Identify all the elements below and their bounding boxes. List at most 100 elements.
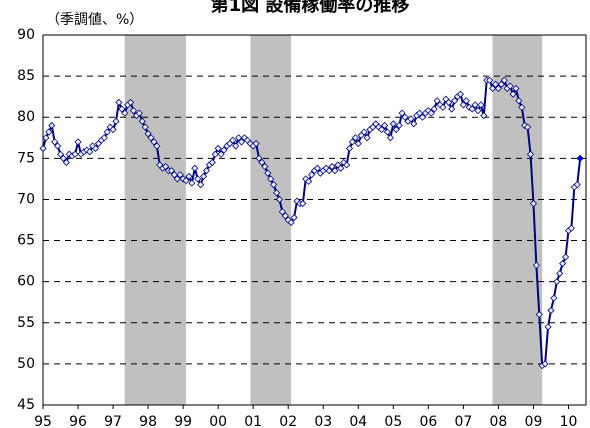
data-point (515, 97, 523, 105)
data-point (281, 212, 289, 220)
data-point (386, 134, 394, 142)
data-point (395, 121, 403, 130)
data-point (416, 109, 424, 117)
data-point (51, 138, 59, 146)
data-point (270, 181, 278, 189)
y-tick-label: 50 (17, 356, 35, 372)
data-point (331, 167, 339, 175)
data-point (459, 101, 467, 109)
data-point (308, 171, 316, 179)
x-tick-label: 95 (34, 414, 52, 428)
x-tick-label: 06 (419, 414, 437, 428)
data-point (439, 103, 447, 111)
data-point (237, 138, 246, 146)
y-tick-label: 55 (17, 315, 35, 331)
data-point (541, 360, 549, 368)
data-point (167, 167, 176, 175)
data-point (252, 139, 260, 148)
x-tick-label: 05 (384, 414, 402, 428)
data-point (74, 138, 82, 146)
data-point (54, 142, 62, 150)
data-point (468, 105, 476, 113)
data-point (486, 76, 494, 84)
data-point (462, 97, 470, 105)
data-point (217, 150, 225, 158)
chart-title: 第1図 設備稼働率の推移 (211, 0, 410, 16)
data-point (410, 120, 418, 128)
data-point (59, 154, 67, 162)
data-point (191, 164, 199, 172)
y-tick-label: 60 (17, 274, 35, 290)
data-point (398, 109, 406, 117)
data-point (433, 97, 441, 105)
plot-frame (42, 34, 587, 406)
data-point (559, 260, 567, 268)
data-point (112, 117, 120, 125)
data-point (532, 261, 540, 269)
data-point (535, 310, 543, 319)
data-point (544, 323, 552, 331)
data-point (573, 181, 581, 189)
data-point (500, 76, 508, 84)
data-point (103, 128, 111, 136)
data-point (109, 125, 117, 134)
data-point (135, 109, 143, 117)
data-point (199, 172, 208, 180)
data-point (229, 136, 237, 144)
data-point (56, 150, 65, 158)
data-point (526, 150, 535, 158)
x-tick-label: 10 (560, 414, 578, 428)
data-point (170, 171, 178, 179)
shaded-period (250, 35, 292, 405)
x-tick-label: 01 (244, 414, 262, 428)
data-point (567, 224, 575, 232)
data-point (129, 107, 138, 115)
chart-subtitle: （季調値、%） (46, 12, 143, 28)
data-point (512, 84, 520, 93)
data-point (153, 142, 161, 150)
data-point (185, 172, 193, 180)
data-point (430, 105, 438, 113)
y-tick-label: 70 (17, 191, 35, 207)
data-point (127, 98, 135, 106)
data-point (448, 105, 456, 113)
data-point (208, 158, 216, 167)
data-point (407, 115, 415, 123)
data-point (235, 134, 243, 142)
x-tick-label: 96 (69, 414, 87, 428)
data-point (62, 158, 70, 167)
data-point (232, 142, 240, 150)
x-tick-label: 03 (314, 414, 332, 428)
y-tick-label: 90 (17, 27, 35, 43)
y-tick-label: 80 (17, 109, 35, 125)
data-point (337, 164, 345, 172)
data-point (380, 121, 389, 130)
data-point (360, 128, 368, 136)
data-point (202, 167, 211, 175)
data-point (562, 253, 570, 261)
data-point (529, 199, 538, 208)
data-point (39, 144, 47, 153)
data-point (144, 130, 152, 138)
data-point (553, 278, 561, 286)
x-tick-label: 02 (279, 414, 297, 428)
data-point (290, 213, 298, 222)
data-point (313, 164, 321, 172)
data-point (278, 208, 286, 216)
data-point (147, 134, 155, 142)
data-point (150, 138, 158, 146)
data-point (162, 162, 170, 171)
data-point (255, 154, 263, 162)
x-tick-label: 99 (174, 414, 192, 428)
data-point (299, 199, 307, 208)
data-point (343, 161, 351, 169)
shaded-period (124, 35, 186, 405)
data-point (275, 195, 284, 204)
data-point (576, 154, 584, 162)
data-point (418, 113, 427, 121)
data-point (100, 134, 108, 142)
data-point (214, 144, 222, 153)
data-point (389, 120, 397, 128)
y-tick-label: 65 (17, 233, 35, 249)
data-point (272, 189, 281, 197)
